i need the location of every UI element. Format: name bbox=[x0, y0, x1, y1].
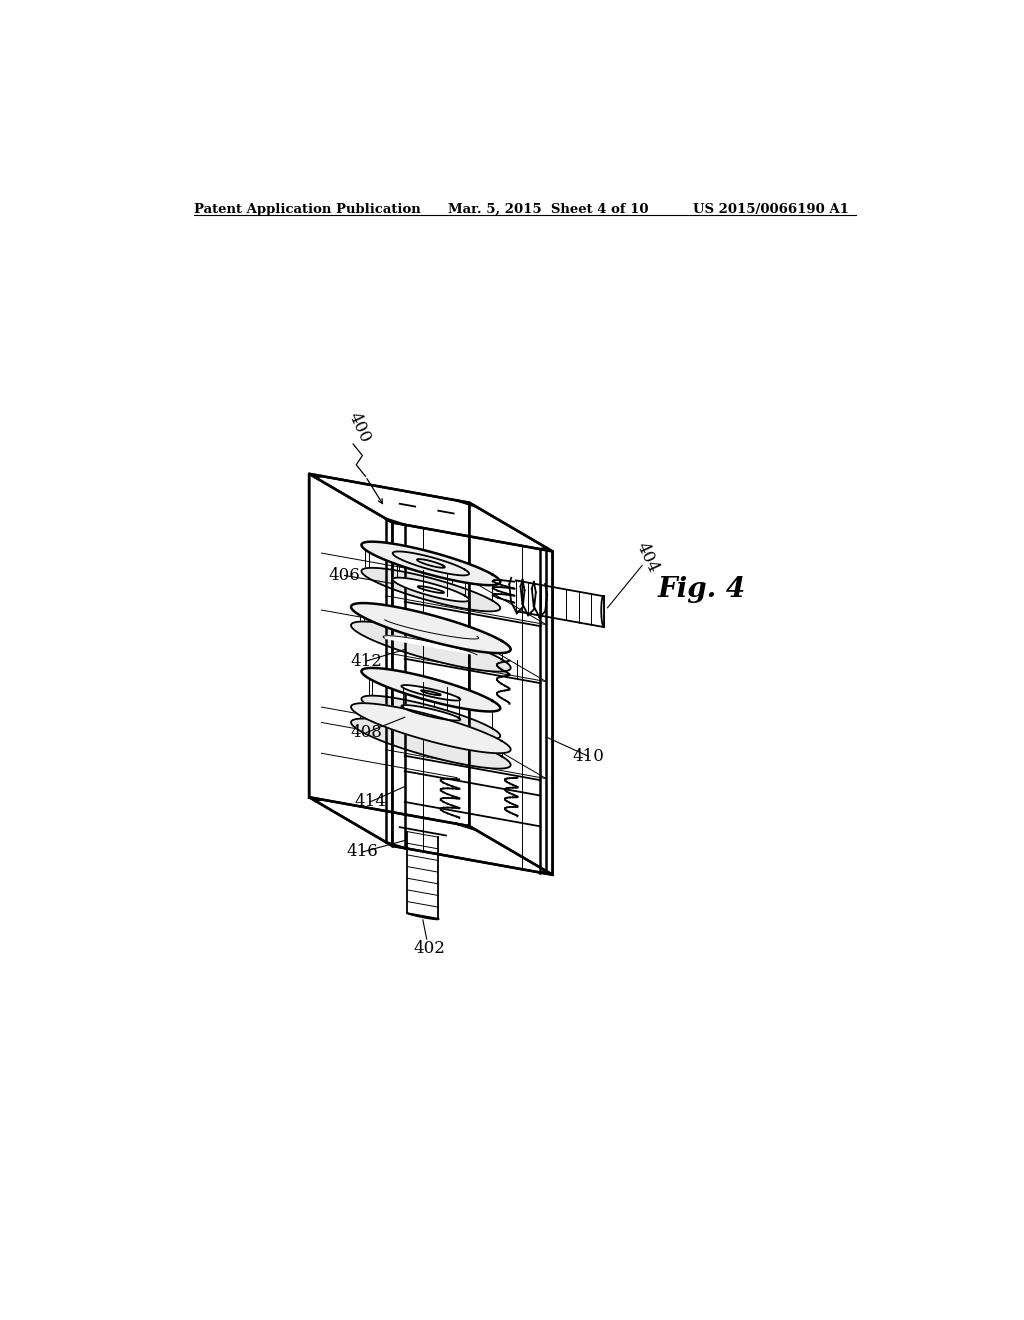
Text: Mar. 5, 2015  Sheet 4 of 10: Mar. 5, 2015 Sheet 4 of 10 bbox=[447, 203, 648, 216]
Text: 400: 400 bbox=[345, 409, 374, 445]
Text: US 2015/0066190 A1: US 2015/0066190 A1 bbox=[692, 203, 849, 216]
Polygon shape bbox=[361, 696, 501, 739]
Polygon shape bbox=[361, 541, 501, 585]
Polygon shape bbox=[408, 913, 438, 919]
Polygon shape bbox=[361, 668, 501, 711]
Polygon shape bbox=[351, 704, 511, 754]
Text: 404: 404 bbox=[633, 540, 662, 576]
Text: 416: 416 bbox=[346, 843, 378, 861]
Polygon shape bbox=[401, 685, 461, 701]
Polygon shape bbox=[361, 568, 501, 611]
Polygon shape bbox=[351, 603, 511, 653]
Polygon shape bbox=[392, 578, 469, 602]
Text: 410: 410 bbox=[572, 748, 604, 764]
Polygon shape bbox=[351, 718, 511, 768]
Polygon shape bbox=[401, 705, 461, 721]
Text: 406: 406 bbox=[329, 568, 360, 583]
Polygon shape bbox=[351, 622, 511, 672]
Text: 412: 412 bbox=[350, 652, 382, 669]
Text: 408: 408 bbox=[350, 725, 382, 741]
Text: Patent Application Publication: Patent Application Publication bbox=[194, 203, 421, 216]
Text: Fig. 4: Fig. 4 bbox=[658, 576, 746, 603]
Polygon shape bbox=[383, 636, 477, 655]
Polygon shape bbox=[601, 597, 603, 627]
Text: 414: 414 bbox=[354, 793, 386, 810]
Text: 402: 402 bbox=[413, 940, 445, 957]
